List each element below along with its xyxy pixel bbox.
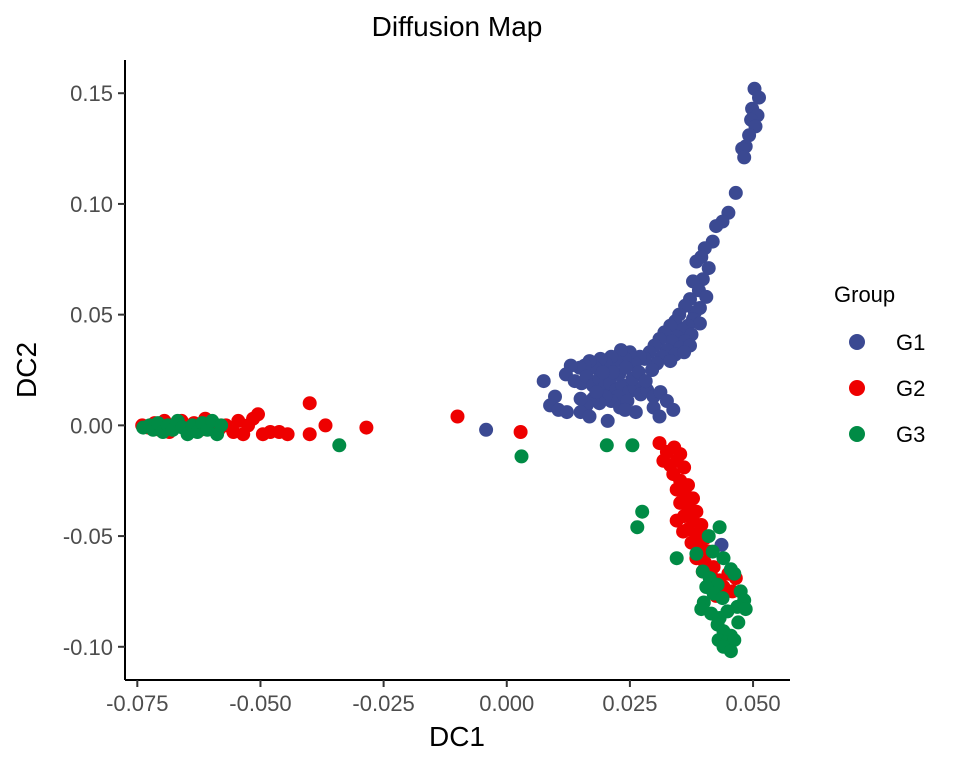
data-point (701, 261, 716, 276)
data-point (251, 407, 265, 422)
y-tick-label: 0.10 (70, 192, 113, 217)
data-point (573, 391, 588, 406)
data-point (628, 405, 643, 420)
data-point (582, 409, 597, 424)
data-point (479, 422, 494, 437)
data-point (605, 365, 620, 380)
legend-item-g3: G3 (849, 422, 925, 447)
data-point (677, 460, 692, 475)
data-point (302, 396, 317, 411)
data-point (280, 427, 295, 442)
data-point (619, 360, 633, 375)
legend-item-g2: G2 (849, 376, 925, 401)
data-point (595, 365, 610, 380)
data-point (630, 520, 645, 535)
y-tick-label: 0.05 (70, 303, 113, 328)
y-tick-label: -0.05 (63, 524, 113, 549)
data-point (689, 254, 704, 269)
data-point (715, 591, 730, 606)
legend-marker (849, 380, 865, 396)
series-g3 (136, 413, 753, 659)
data-point (214, 418, 229, 433)
data-point (742, 128, 757, 143)
data-point (599, 438, 614, 453)
data-point (536, 374, 551, 389)
data-point (559, 405, 574, 420)
data-point (666, 402, 681, 417)
series-g1 (479, 81, 766, 552)
legend-marker (849, 334, 865, 350)
legend-label: G1 (896, 330, 925, 355)
legend-item-g1: G1 (849, 330, 925, 355)
x-axis-title: DC1 (429, 721, 485, 752)
legend-label: G2 (896, 376, 925, 401)
data-point (738, 602, 753, 617)
y-tick-label: -0.10 (63, 635, 113, 660)
data-point (600, 413, 615, 428)
data-point (737, 150, 752, 165)
data-point (589, 385, 604, 400)
data-point (663, 354, 678, 369)
plot-area (135, 81, 766, 659)
data-point (727, 633, 742, 648)
data-point (359, 420, 374, 435)
data-point (716, 551, 731, 566)
data-point (699, 289, 714, 304)
data-point (302, 427, 317, 442)
data-point (712, 520, 727, 535)
data-point (652, 409, 667, 424)
data-point (669, 513, 684, 528)
y-tick-label: 0.15 (70, 81, 113, 106)
data-point (614, 343, 628, 358)
data-point (645, 363, 660, 377)
y-tick-label: 0.00 (70, 413, 113, 438)
data-point (709, 219, 724, 234)
data-point (669, 551, 684, 566)
legend-label: G3 (896, 422, 925, 447)
x-axis-ticks: -0.075 -0.050 -0.025 0.000 0.025 0.050 (106, 680, 781, 716)
data-point (513, 425, 528, 439)
legend-title: Group (834, 282, 895, 307)
data-point (727, 566, 742, 581)
data-point (618, 402, 632, 417)
data-point (705, 544, 720, 559)
x-tick-label: 0.050 (726, 691, 781, 716)
x-tick-label: 0.000 (479, 691, 534, 716)
data-point (728, 185, 743, 200)
x-tick-label: -0.025 (352, 691, 414, 716)
data-point (731, 615, 746, 630)
data-point (635, 504, 650, 519)
x-tick-label: -0.050 (229, 691, 291, 716)
legend-marker (849, 426, 865, 442)
x-tick-label: -0.075 (106, 691, 168, 716)
data-point (318, 418, 333, 433)
data-point (676, 524, 691, 539)
y-axis-ticks: -0.10 -0.05 0.00 0.05 0.10 0.15 (63, 81, 125, 660)
data-point (625, 438, 640, 453)
data-point (689, 546, 704, 561)
x-tick-label: 0.025 (602, 691, 657, 716)
data-point (677, 345, 692, 360)
data-point (692, 316, 707, 331)
chart-title: Diffusion Map (372, 11, 543, 42)
data-point (332, 438, 347, 453)
data-point (638, 374, 653, 389)
data-point (720, 604, 735, 619)
data-point (514, 449, 529, 464)
data-point (450, 409, 465, 424)
y-axis-title: DC2 (11, 342, 42, 398)
data-point (701, 529, 716, 544)
data-point (752, 90, 766, 105)
data-point (723, 644, 738, 659)
legend: Group G1 G2 G3 (834, 282, 925, 447)
